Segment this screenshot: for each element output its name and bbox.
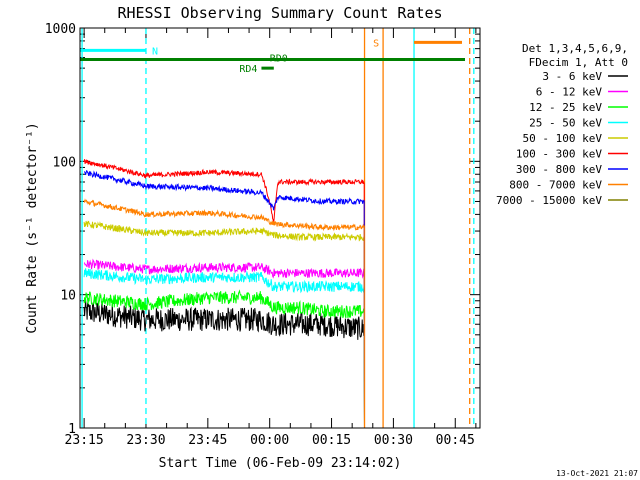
x-axis-label: Start Time (06-Feb-09 23:14:02)	[159, 456, 402, 471]
y-tick-label: 100	[53, 155, 76, 170]
x-tick-label: 00:30	[374, 433, 413, 448]
footer-timestamp: 13-Oct-2021 21:07	[556, 469, 638, 478]
legend-entry-label: 3 - 6 keV	[542, 70, 602, 83]
plot-frame	[79, 27, 481, 429]
legend-entry-label: 12 - 25 keV	[529, 101, 602, 114]
series-trace	[83, 159, 365, 429]
legend-entry-label: 100 - 300 keV	[516, 148, 602, 161]
series-trace	[83, 220, 365, 429]
x-tick-label: 00:00	[250, 433, 289, 448]
legend-header-line: Det 1,3,4,5,6,9,	[522, 42, 628, 55]
legend-entry-label: 25 - 50 keV	[529, 117, 602, 130]
x-tick-label: 23:15	[65, 433, 104, 448]
saa-label: S	[373, 38, 379, 49]
y-axis-label: Count Rate (s⁻¹ detector⁻¹)	[25, 122, 40, 333]
series-trace	[83, 258, 365, 429]
legend-entry-label: 300 - 800 keV	[516, 163, 602, 176]
series-trace	[84, 170, 365, 429]
x-tick-label: 00:45	[436, 433, 475, 448]
y-tick-label: 1000	[45, 22, 76, 37]
legend-entry-label: 6 - 12 keV	[536, 86, 603, 99]
series-trace	[83, 268, 365, 429]
legend-entry-label: 50 - 100 keV	[523, 132, 603, 145]
legend-entry-label: 7000 - 15000 keV	[496, 194, 602, 207]
series-trace	[83, 198, 365, 429]
series-trace	[83, 289, 365, 429]
night-label: N	[152, 46, 158, 57]
rd4-label: RD4	[239, 64, 257, 75]
x-tick-label: 00:15	[312, 433, 351, 448]
legend-entry-label: 800 - 7000 keV	[509, 179, 602, 192]
rd0-label: RD0	[270, 54, 288, 65]
chart-title: RHESSI Observing Summary Count Rates	[117, 4, 442, 22]
series-trace	[83, 299, 365, 429]
y-tick-label: 1	[68, 422, 76, 437]
legend-header-line: FDecim 1, Att 0	[529, 56, 628, 69]
x-tick-label: 23:45	[188, 433, 227, 448]
x-tick-label: 23:30	[126, 433, 165, 448]
y-tick-label: 10	[60, 289, 76, 304]
